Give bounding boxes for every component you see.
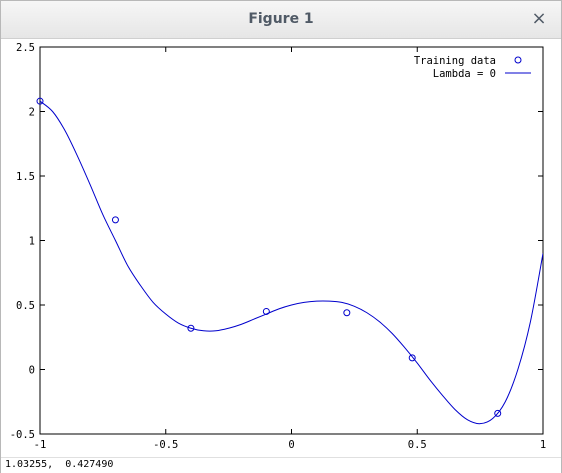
training-data-point bbox=[36, 97, 44, 105]
plot-canvas[interactable]: -1 -0.5 0 0.5 1 -0.5 0 0.5 1 1.5 2 2.5 Training dat… bbox=[1, 39, 561, 457]
line-chart: -1 -0.5 0 0.5 1-0.500.511.522.5 Training dat… bbox=[10, 42, 546, 451]
x-tick-label: 1 bbox=[540, 439, 546, 451]
training-data-point bbox=[494, 409, 502, 417]
y-tick-label: 1 bbox=[29, 236, 35, 248]
x-tick-label: -1 bbox=[34, 439, 47, 451]
legend-label: Training data bbox=[414, 55, 496, 67]
tick-labels: -1 -0.5 0 0.5 1-0.500.511.522.5 bbox=[10, 42, 546, 451]
x-tick-label: 0 bbox=[288, 439, 294, 451]
x-tick-label: 0.5 bbox=[408, 439, 427, 451]
y-tick-label: 2 bbox=[29, 107, 35, 119]
close-icon[interactable]: × bbox=[531, 8, 547, 29]
tick-marks bbox=[39, 46, 544, 435]
y-tick-label: 1.5 bbox=[16, 171, 35, 183]
training-data-point bbox=[187, 324, 195, 332]
window-title: Figure 1 bbox=[248, 11, 314, 27]
status-bar: 1.03255, 0.427490 bbox=[1, 457, 561, 473]
legend-marker-circle bbox=[514, 56, 522, 64]
y-tick-label: -0.5 bbox=[10, 429, 35, 441]
training-data-point bbox=[343, 309, 351, 317]
training-data-point bbox=[408, 354, 416, 362]
legend-label: Lambda = 0 bbox=[433, 68, 496, 80]
training-data-point bbox=[262, 307, 270, 315]
cursor-coordinates: 1.03255, 0.427490 bbox=[5, 459, 114, 470]
fit-curve-line bbox=[40, 100, 543, 425]
y-tick-label: 0 bbox=[29, 365, 35, 377]
y-tick-label: 0.5 bbox=[16, 300, 35, 312]
training-data-point bbox=[111, 216, 119, 224]
series bbox=[36, 97, 543, 425]
x-tick-label: -0.5 bbox=[153, 439, 178, 451]
title-bar[interactable]: Figure 1 × bbox=[1, 1, 561, 39]
y-tick-label: 2.5 bbox=[16, 42, 35, 54]
series-clipped bbox=[40, 100, 543, 425]
